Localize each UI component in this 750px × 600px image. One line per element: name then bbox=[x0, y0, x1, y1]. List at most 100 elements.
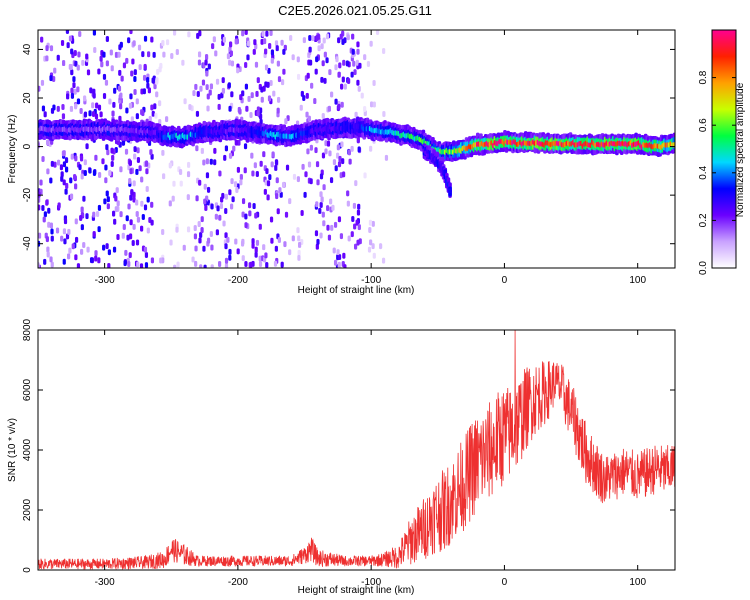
spectrogram-noise-speckle bbox=[314, 68, 318, 75]
spectrogram-noise-speckle bbox=[201, 79, 206, 86]
spectrogram-noise-speckle bbox=[258, 260, 263, 267]
spectrogram-noise-speckle bbox=[226, 236, 230, 243]
spectrogram-noise-speckle bbox=[136, 147, 140, 154]
spectrogram-noise-speckle bbox=[334, 165, 338, 172]
spectrogram-noise-speckle bbox=[97, 257, 101, 264]
spectrogram-noise-speckle bbox=[178, 168, 183, 175]
spectrogram-noise-speckle bbox=[161, 40, 165, 47]
spectrogram-noise-speckle bbox=[262, 85, 266, 92]
spectrogram-noise-speckle bbox=[301, 163, 305, 170]
spectrogram-noise-speckle bbox=[46, 246, 50, 253]
spectrogram-noise-speckle bbox=[61, 113, 66, 120]
spectrogram-noise-speckle bbox=[204, 54, 209, 61]
spectrogram-noise-speckle bbox=[192, 90, 196, 97]
snr-series-line bbox=[38, 330, 675, 570]
spectrogram-noise-speckle bbox=[308, 34, 312, 41]
spectrogram-noise-speckle bbox=[340, 141, 344, 148]
spectrogram-noise-speckle bbox=[316, 238, 320, 245]
spectrogram-noise-speckle bbox=[100, 61, 104, 68]
spectrogram-noise-speckle bbox=[323, 51, 327, 58]
spectrogram-noise-speckle bbox=[114, 51, 119, 58]
spectrogram-noise-speckle bbox=[224, 257, 229, 264]
spectrogram-noise-speckle bbox=[313, 98, 317, 105]
spectrogram-noise-speckle bbox=[346, 200, 350, 207]
spectrogram-noise-speckle bbox=[305, 92, 309, 99]
spectrogram-noise-speckle bbox=[153, 83, 157, 90]
spectrogram-noise-speckle bbox=[284, 211, 289, 218]
spectrogram-noise-speckle bbox=[187, 31, 191, 38]
spectrogram-noise-speckle bbox=[307, 161, 312, 168]
spectrogram-noise-speckle bbox=[281, 181, 286, 188]
spectrogram-noise-speckle bbox=[213, 159, 217, 166]
spectrogram-noise-speckle bbox=[251, 242, 255, 249]
spectrogram-noise-speckle bbox=[202, 159, 206, 166]
spectrogram-noise-speckle bbox=[76, 98, 81, 105]
spectrogram-noise-speckle bbox=[175, 226, 179, 233]
spectrogram-noise-speckle bbox=[47, 221, 51, 228]
spectrogram-plot-area bbox=[38, 30, 675, 268]
spectrogram-noise-speckle bbox=[50, 235, 54, 242]
spectrogram-noise-speckle bbox=[351, 216, 355, 223]
figure-title: C2E5.2026.021.05.25.G11 bbox=[278, 3, 432, 18]
spectrogram-noise-speckle bbox=[224, 243, 228, 250]
spectrogram-noise-speckle bbox=[76, 64, 80, 71]
spectrogram-noise-speckle bbox=[297, 254, 301, 261]
spectrogram-noise-speckle bbox=[111, 110, 115, 117]
snr-y-ticks: 0 2000 4000 6000 8000 bbox=[22, 318, 675, 573]
spectrogram-noise-speckle bbox=[115, 187, 119, 194]
spectrogram-noise-speckle bbox=[53, 67, 57, 74]
spectrogram-noise-speckle bbox=[146, 82, 150, 89]
spectrogram-noise-speckle bbox=[200, 147, 204, 154]
spectrogram-noise-speckle bbox=[308, 46, 312, 53]
spectrogram-noise-speckle bbox=[327, 105, 332, 112]
spectrogram-noise-speckle bbox=[80, 173, 84, 180]
spectrogram-noise-speckle bbox=[76, 263, 81, 268]
spectrogram-noise-speckle bbox=[199, 85, 203, 92]
spectrogram-noise-speckle bbox=[357, 85, 361, 92]
spectrogram-noise-speckle bbox=[315, 201, 319, 208]
spectrogram-noise-speckle bbox=[368, 226, 372, 233]
spectrogram-noise-speckle bbox=[50, 261, 54, 268]
spectrogram-noise-speckle bbox=[140, 225, 144, 232]
spectrogram-noise-speckle bbox=[197, 221, 201, 228]
spectrogram-noise-speckle bbox=[70, 153, 74, 160]
spectrogram-noise-speckle bbox=[360, 92, 364, 99]
spectrogram-noise-speckle bbox=[129, 93, 133, 100]
spectrogram-noise-speckle bbox=[73, 88, 77, 95]
spectrogram-noise-speckle bbox=[239, 173, 243, 180]
spectrogram-noise-speckle bbox=[135, 199, 139, 206]
spectrogram-noise-speckle bbox=[196, 90, 200, 97]
spectrogram-noise-speckle bbox=[66, 93, 70, 100]
spectrogram-noise-speckle bbox=[321, 112, 325, 119]
spectrogram-noise-speckle bbox=[64, 157, 69, 164]
spectrogram-noise-speckle bbox=[337, 216, 342, 223]
spectrogram-noise-speckle bbox=[142, 88, 146, 95]
spectrogram-noise-speckle bbox=[302, 37, 306, 44]
spectrogram-noise-speckle bbox=[126, 234, 130, 241]
spectrogram-noise-speckle bbox=[188, 104, 192, 111]
spectrogram-noise-speckle bbox=[315, 243, 319, 250]
spectrogram-noise-speckle bbox=[63, 238, 67, 245]
spectrogram-noise-speckle bbox=[151, 110, 155, 117]
spectrogram-noise-speckle bbox=[106, 149, 110, 156]
spectrogram-noise-speckle bbox=[119, 166, 123, 173]
spectrogram-noise-speckle bbox=[309, 178, 313, 185]
spectrogram-noise-speckle bbox=[68, 63, 72, 70]
spectrogram-noise-speckle bbox=[165, 39, 170, 46]
colorbar-tick-label: 0.4 bbox=[698, 165, 709, 179]
spectrogram-noise-speckle bbox=[319, 173, 324, 180]
spectrogram-noise-speckle bbox=[246, 54, 250, 61]
spectrogram-noise-speckle bbox=[369, 239, 373, 246]
spectrogram-noise-speckle bbox=[55, 227, 60, 234]
spectrogram-noise-speckle bbox=[324, 148, 328, 155]
spectrogram-noise-speckle bbox=[227, 82, 231, 89]
spectrogram-noise-speckle bbox=[119, 211, 123, 218]
spectrogram-noise-speckle bbox=[244, 260, 248, 267]
spectrogram-noise-speckle bbox=[241, 211, 245, 218]
spectrogram-noise-speckle bbox=[78, 164, 82, 171]
spectrogram-noise-speckle bbox=[375, 30, 380, 36]
spectrogram-noise-speckle bbox=[112, 210, 116, 217]
spectrogram-signal-cell bbox=[448, 188, 452, 194]
spectrogram-noise-speckle bbox=[42, 216, 46, 223]
spectrogram-noise-speckle bbox=[161, 149, 165, 156]
